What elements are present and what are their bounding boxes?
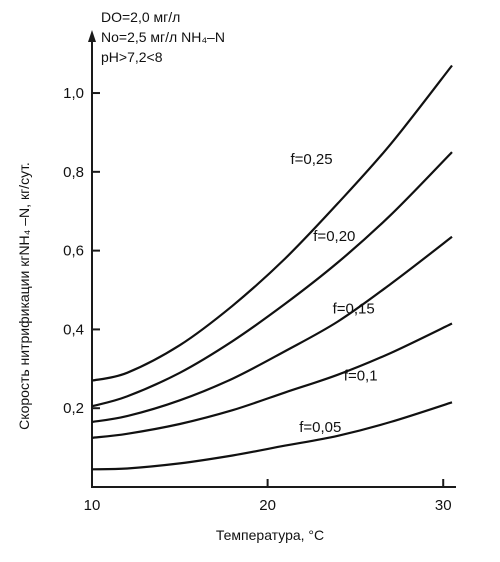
- series-label: f=0,1: [344, 368, 378, 385]
- x-tick-label: 10: [84, 497, 101, 514]
- x-tick-label: 30: [435, 497, 452, 514]
- y-tick-label: 0,8: [63, 164, 84, 181]
- series-label: f=0,15: [333, 301, 375, 318]
- series-line: [91, 235, 453, 424]
- axes: [88, 30, 456, 488]
- y-tick-label: 0,2: [63, 400, 84, 417]
- condition-ph: pH>7,2<8: [101, 49, 163, 65]
- y-tick-label: 0,6: [63, 243, 84, 260]
- y-axis-title: Скорость нитрификации кгNH₄ –N, кг/сут.: [16, 162, 32, 430]
- condition-no: No=2,5 мг/л NH₄–N: [101, 29, 225, 45]
- y-ticks: 0,2 0,4 0,6 0,8 1,0: [63, 85, 100, 417]
- series-line: [91, 322, 453, 439]
- series-line: [91, 401, 453, 471]
- conditions-block: DO=2,0 мг/л No=2,5 мг/л NH₄–N pH>7,2<8: [101, 9, 225, 65]
- condition-do: DO=2,0 мг/л: [101, 9, 180, 25]
- series-label: f=0,05: [299, 419, 341, 436]
- x-axis-title: Температура, °С: [216, 527, 324, 543]
- y-tick-label: 0,4: [63, 321, 84, 338]
- series-line: [91, 64, 453, 382]
- curve-labels: f=0,25 f=0,20 f=0,15 f=0,1 f=0,05: [290, 151, 377, 436]
- series-line: [91, 151, 453, 408]
- y-axis-arrow: [88, 30, 96, 42]
- x-ticks: 10 20 30: [84, 479, 452, 514]
- series-label: f=0,25: [290, 151, 332, 168]
- y-tick-label: 1,0: [63, 85, 84, 102]
- x-tick-label: 20: [259, 497, 276, 514]
- curves: [91, 64, 453, 471]
- series-label: f=0,20: [313, 228, 355, 245]
